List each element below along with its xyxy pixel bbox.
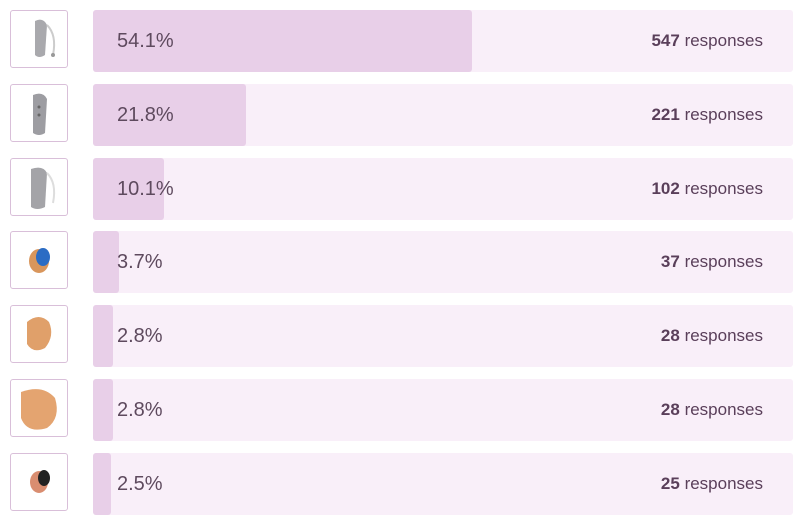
option-row: 54.1% 547 responses: [10, 10, 793, 72]
hearing-aid-image: [29, 248, 50, 274]
response-count: 221 responses: [651, 84, 763, 146]
option-icon: [10, 452, 68, 511]
hearing-aid-image: [21, 389, 57, 430]
percent-label: 2.8%: [117, 399, 163, 421]
response-unit: responses: [684, 326, 763, 346]
response-unit: responses: [684, 178, 763, 198]
bar: [93, 452, 111, 515]
option-icon: [10, 10, 68, 68]
bar-track: 3.7% 37 responses: [93, 231, 793, 294]
response-number: 102: [651, 178, 680, 198]
response-number: 25: [660, 473, 680, 493]
percent-label: 2.5%: [117, 472, 163, 495]
bar-track: 2.8% 28 responses: [93, 379, 793, 441]
bar-track: 21.8% 221 responses: [93, 83, 793, 146]
response-count: 25 responses: [661, 453, 763, 515]
percent-label: 3.7%: [117, 251, 163, 274]
response-count: 547 responses: [651, 10, 763, 72]
percent-label: 10.1%: [117, 177, 174, 200]
option-icon: [10, 379, 68, 437]
bar: [93, 157, 164, 220]
option-row: 3.7% 37 responses: [10, 231, 793, 294]
response-number: 221: [651, 104, 680, 124]
option-row: 10.1% 102 responses: [10, 157, 793, 220]
percent-label: 2.8%: [117, 325, 163, 348]
response-number: 28: [660, 400, 680, 419]
response-unit: responses: [684, 473, 763, 493]
bar: [93, 83, 246, 146]
hearing-aid-image: [27, 317, 52, 351]
option-icon: [10, 83, 68, 142]
response-unit: responses: [684, 31, 763, 50]
bar: [93, 10, 472, 72]
response-unit: responses: [684, 104, 763, 124]
hearing-aid-image: [30, 469, 50, 493]
response-number: 547: [651, 31, 680, 50]
hearing-aid-image: [33, 93, 47, 135]
response-unit: responses: [684, 252, 763, 272]
option-icon: [10, 157, 68, 216]
bar-track: 10.1% 102 responses: [93, 157, 793, 220]
bar-track: 54.1% 547 responses: [93, 10, 793, 72]
response-number: 28: [660, 326, 680, 346]
response-number: 37: [660, 252, 680, 272]
percent-label: 54.1%: [117, 30, 174, 52]
bar: [93, 305, 113, 368]
hearing-aid-image: [31, 167, 56, 209]
hearing-aid-image: [35, 19, 56, 57]
bar: [93, 231, 119, 294]
bar: [93, 379, 113, 441]
response-unit: responses: [684, 400, 763, 419]
option-row: 2.5% 25 responses: [10, 452, 793, 515]
option-icon: [10, 231, 68, 290]
option-row: 2.8% 28 responses: [10, 305, 793, 368]
percent-label: 21.8%: [117, 103, 174, 126]
bar-track: 2.8% 28 responses: [93, 305, 793, 368]
response-count: 28 responses: [661, 305, 763, 367]
option-icon: [10, 305, 68, 364]
response-count: 37 responses: [661, 231, 763, 293]
option-row: 21.8% 221 responses: [10, 83, 793, 146]
response-count: 102 responses: [651, 158, 763, 220]
response-count: 28 responses: [661, 379, 763, 441]
bar-track: 2.5% 25 responses: [93, 452, 793, 515]
option-row: 2.8% 28 responses: [10, 379, 793, 441]
